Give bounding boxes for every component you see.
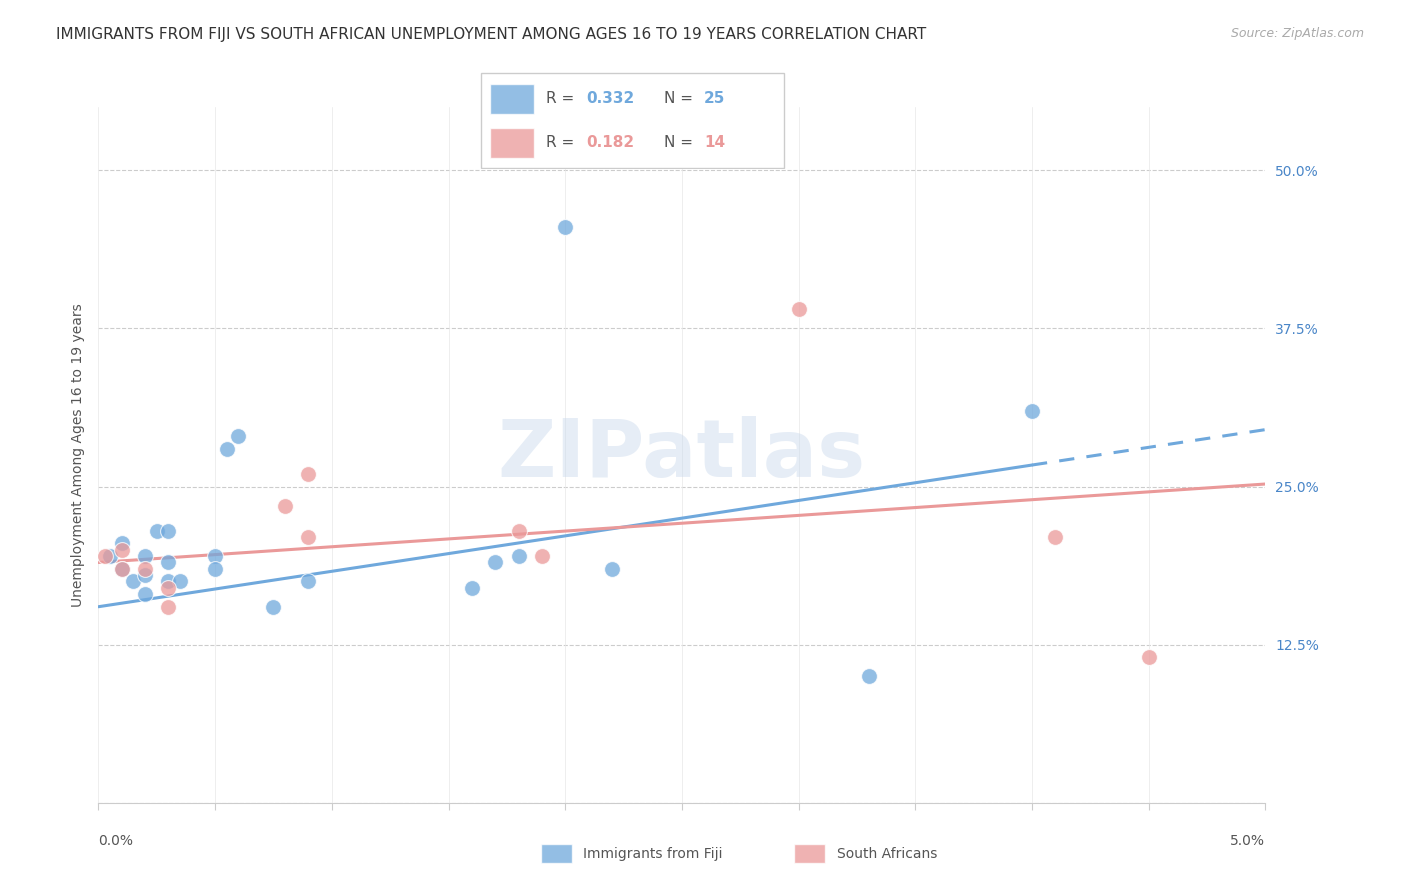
Point (134, 568, 156, 582)
Text: 25: 25 (704, 91, 725, 106)
Point (484, 556, 506, 570)
Bar (491, 84, 534, 113)
Point (508, 524, 530, 538)
Point (157, 581, 180, 595)
Point (297, 530, 319, 544)
Point (600, 562, 623, 576)
Point (787, 302, 810, 317)
Text: 5.0%: 5.0% (1230, 834, 1265, 848)
Point (94, 549, 117, 563)
Text: Immigrants from Fiji: Immigrants from Fiji (583, 847, 723, 861)
Point (157, 599, 180, 614)
Text: South Africans: South Africans (837, 847, 936, 861)
Point (1021, 403, 1043, 417)
Point (1137, 650, 1160, 665)
Point (157, 574, 180, 589)
Text: Source: ZipAtlas.com: Source: ZipAtlas.com (1230, 27, 1364, 40)
Point (111, 562, 134, 576)
Point (530, 549, 553, 563)
Point (134, 587, 156, 601)
Text: 0.332: 0.332 (586, 91, 634, 106)
Point (228, 429, 250, 443)
Point (297, 467, 319, 481)
Point (111, 562, 134, 576)
Point (1045, 530, 1067, 544)
Point (461, 581, 484, 595)
Point (134, 562, 156, 576)
Point (157, 556, 180, 570)
FancyBboxPatch shape (481, 73, 785, 168)
Point (111, 542, 134, 557)
Point (508, 549, 530, 563)
Point (297, 574, 319, 589)
Text: R =: R = (546, 136, 574, 151)
Text: N =: N = (664, 91, 693, 106)
Text: 14: 14 (704, 136, 725, 151)
Point (146, 524, 169, 538)
Point (274, 499, 297, 513)
Point (204, 562, 226, 576)
Point (554, 220, 576, 235)
Text: IMMIGRANTS FROM FIJI VS SOUTH AFRICAN UNEMPLOYMENT AMONG AGES 16 TO 19 YEARS COR: IMMIGRANTS FROM FIJI VS SOUTH AFRICAN UN… (56, 27, 927, 42)
Point (122, 574, 145, 589)
Text: N =: N = (664, 136, 693, 151)
Point (98, 549, 121, 563)
Point (215, 442, 238, 456)
Point (169, 574, 191, 589)
Text: R =: R = (546, 91, 574, 106)
Bar (491, 128, 534, 158)
Point (157, 524, 180, 538)
Point (262, 599, 284, 614)
Text: 0.182: 0.182 (586, 136, 634, 151)
Point (858, 669, 880, 683)
Text: 0.0%: 0.0% (98, 834, 134, 848)
Point (134, 549, 156, 563)
Point (204, 549, 226, 563)
Y-axis label: Unemployment Among Ages 16 to 19 years: Unemployment Among Ages 16 to 19 years (70, 303, 84, 607)
Text: ZIPatlas: ZIPatlas (498, 416, 866, 494)
Point (111, 536, 134, 550)
